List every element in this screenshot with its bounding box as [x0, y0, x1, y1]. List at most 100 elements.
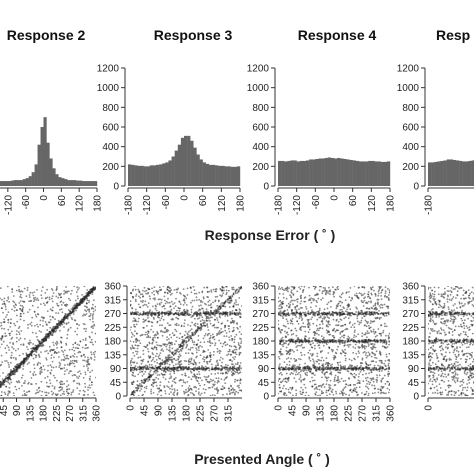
scatter-point	[305, 307, 308, 310]
scatter-point	[53, 386, 56, 388]
scatter-point	[203, 356, 205, 359]
histogram-bar	[224, 166, 228, 186]
scatter-point	[237, 291, 240, 293]
scatter-point	[184, 310, 187, 313]
scatter-point	[69, 311, 72, 314]
histogram-bar	[70, 180, 74, 186]
scatter-point	[341, 308, 343, 311]
scatter-point	[358, 386, 361, 389]
scatter-point	[285, 381, 288, 384]
scatter-point	[47, 364, 49, 367]
scatter-point	[228, 339, 231, 341]
scatter-point	[162, 367, 165, 370]
scatter-point	[54, 318, 56, 320]
scatter-point	[186, 310, 189, 312]
scatter-point	[73, 353, 76, 355]
scatter-point	[341, 335, 343, 338]
scatter-point	[142, 310, 145, 313]
scatter-point	[316, 388, 319, 390]
scatter-point	[174, 349, 177, 352]
scatter-point	[137, 366, 139, 369]
scatter-point	[310, 301, 313, 304]
scatter-point	[147, 380, 150, 382]
scatter-point	[90, 356, 92, 359]
scatter-point	[166, 330, 169, 333]
scatter-point	[56, 286, 58, 288]
scatter-point	[175, 363, 177, 366]
scatter-point	[300, 344, 302, 347]
scatter-point	[339, 337, 342, 339]
scatter-point	[380, 303, 382, 306]
scatter-point	[384, 325, 386, 328]
scatter-point	[83, 313, 85, 316]
scatter-point	[141, 293, 144, 296]
scatter-point	[173, 352, 176, 355]
scatter-point	[370, 360, 373, 363]
scatter-point	[16, 320, 19, 323]
scatter-point	[223, 335, 226, 337]
scatter-point	[214, 342, 217, 345]
scatter-point	[209, 304, 212, 307]
scatter-point	[40, 316, 43, 318]
scatter-point	[160, 329, 163, 332]
scatter-point	[28, 390, 30, 393]
scatter-point	[377, 294, 380, 297]
scatter-point	[19, 291, 21, 293]
scatter-point	[89, 341, 92, 344]
scatter-point	[204, 365, 207, 368]
scatter-point	[316, 332, 318, 335]
scatter-point	[23, 319, 25, 322]
scatter-point	[59, 364, 61, 367]
scatter-point	[18, 288, 21, 291]
scatter-point	[386, 296, 388, 298]
scatter-point	[57, 296, 60, 299]
scatter-point	[57, 304, 60, 307]
scatter-point	[181, 342, 184, 345]
scatter-point	[84, 371, 87, 374]
scatter-point	[189, 286, 192, 289]
scatter-point	[0, 307, 3, 310]
scatter-point	[357, 333, 360, 336]
scatter-point	[92, 343, 94, 346]
scatter-point	[34, 324, 36, 327]
x-tick-label: 120	[75, 195, 86, 212]
scatter-point	[151, 311, 154, 313]
scatter-point	[318, 316, 321, 319]
histogram-bar	[368, 160, 372, 186]
scatter-point	[45, 323, 48, 326]
scatter-point	[307, 310, 310, 313]
scatter-point	[32, 373, 34, 375]
scatter-point	[217, 326, 220, 329]
scatter-point	[88, 310, 91, 313]
scatter-point	[336, 324, 339, 327]
scatter-point	[130, 346, 132, 349]
scatter-point	[209, 358, 212, 361]
histogram-bar	[205, 163, 210, 186]
scatter-point	[79, 340, 82, 343]
scatter-point	[139, 356, 142, 358]
scatter-point	[67, 313, 70, 316]
scatter-point	[365, 320, 368, 323]
scatter-point	[344, 359, 347, 362]
scatter-point	[76, 291, 78, 293]
scatter-point	[39, 323, 42, 326]
scatter-point	[325, 329, 328, 332]
scatter-point	[233, 367, 236, 370]
scatter-point	[328, 386, 331, 388]
scatter-point	[222, 292, 225, 294]
scatter-point	[0, 383, 2, 386]
x-tick-label: 180	[39, 405, 50, 422]
scatter-point	[75, 361, 78, 363]
scatter-point	[354, 343, 357, 346]
scatter-point	[7, 321, 10, 324]
scatter-point	[0, 339, 3, 341]
scatter-point	[44, 391, 46, 394]
scatter-point	[28, 294, 31, 296]
scatter-point	[74, 347, 77, 349]
scatter-point	[93, 289, 95, 291]
scatter-point	[227, 325, 230, 327]
scatter-point	[320, 335, 323, 338]
scatter-point	[3, 302, 6, 305]
scatter-point	[219, 331, 222, 334]
scatter-point	[205, 315, 208, 318]
